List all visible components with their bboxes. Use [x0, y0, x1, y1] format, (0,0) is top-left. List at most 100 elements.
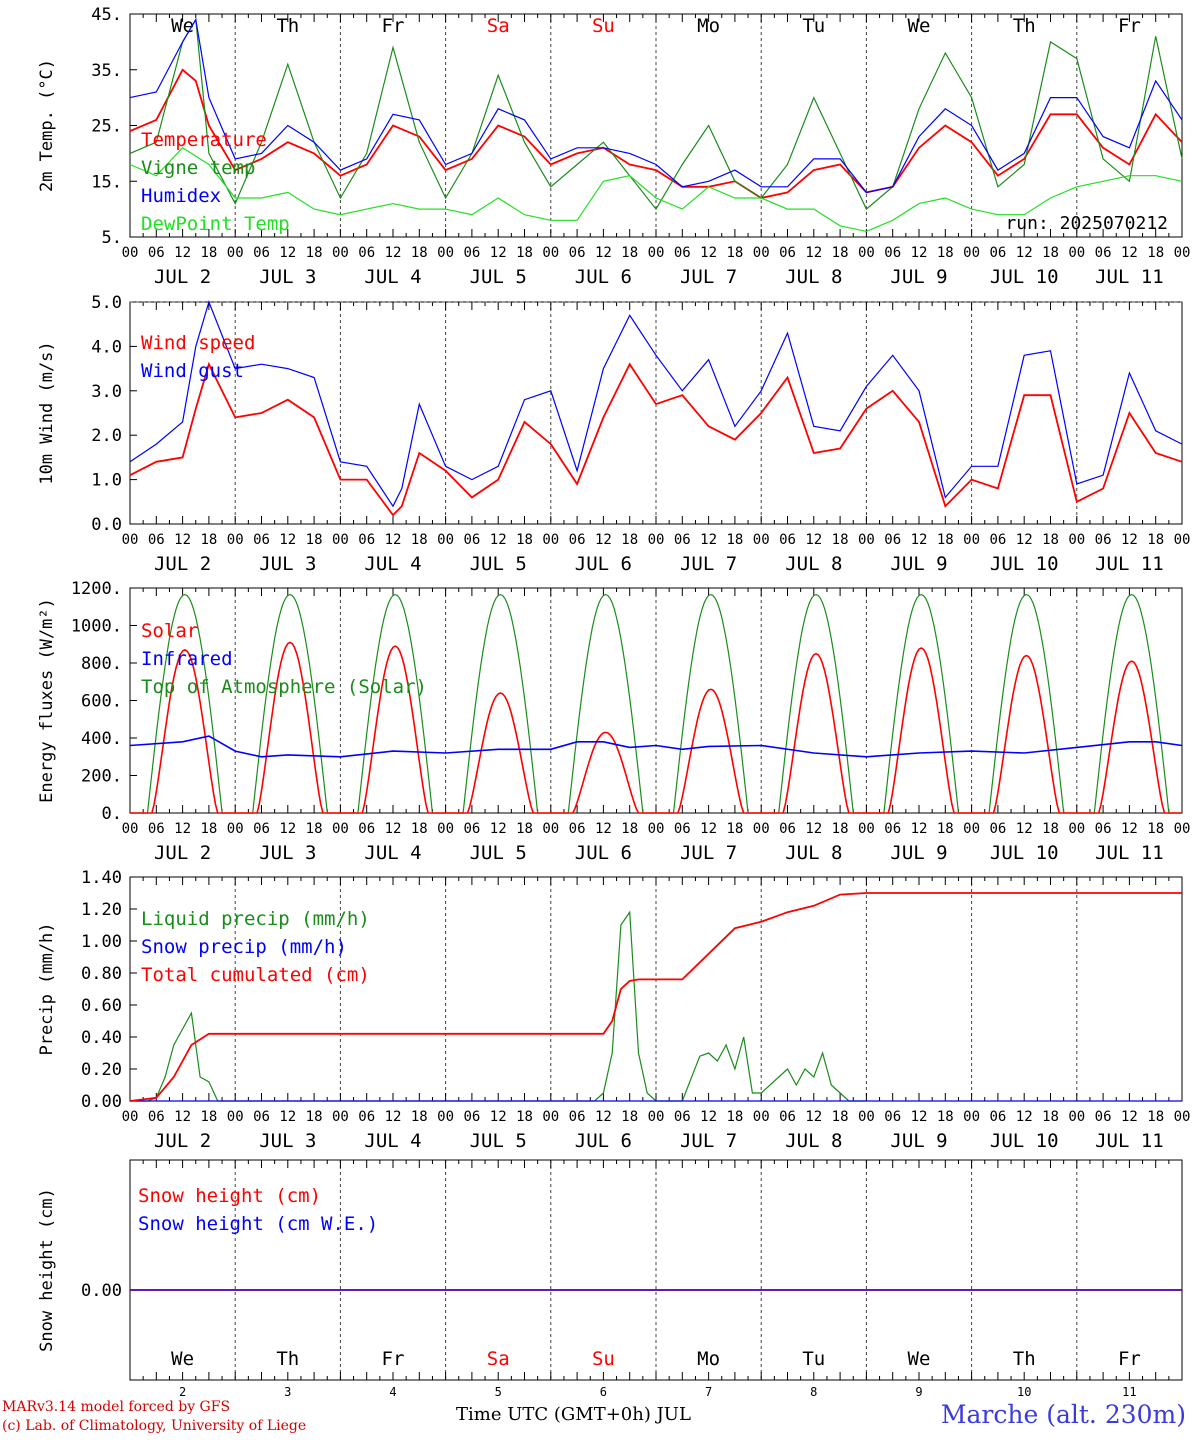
hour-tick-label: 00 — [542, 245, 559, 261]
hour-tick-label: 06 — [884, 1109, 901, 1125]
hour-tick-label: 12 — [174, 245, 191, 261]
day-label: Fr — [382, 15, 405, 37]
hour-tick-label: 06 — [569, 1109, 586, 1125]
hour-tick-label: 12 — [911, 245, 928, 261]
y-tick-label: 1.40 — [81, 868, 122, 888]
hour-tick-label: 18 — [621, 245, 638, 261]
hour-tick-label: 00 — [648, 245, 665, 261]
hour-tick-label: 18 — [200, 821, 217, 837]
hour-tick-label: 18 — [937, 1109, 954, 1125]
date-label: JUL 4 — [364, 553, 421, 575]
date-label: JUL 8 — [785, 553, 842, 575]
y-tick-label: 15. — [91, 172, 122, 192]
hour-tick-label: 18 — [937, 821, 954, 837]
date-label: JUL 9 — [890, 1130, 947, 1152]
hour-tick-label: 12 — [174, 821, 191, 837]
footer-credits: MARv3.14 model forced by GFS (c) Lab. of… — [2, 1398, 306, 1436]
hour-tick-label: 12 — [911, 1109, 928, 1125]
date-label: JUL 2 — [154, 842, 211, 864]
hour-tick-label: 18 — [726, 821, 743, 837]
legend-entry: DewPoint Temp — [141, 213, 290, 235]
hour-tick-label: 00 — [122, 1109, 139, 1125]
legend-entry: Wind speed — [141, 332, 255, 354]
hour-tick-label: 18 — [1042, 821, 1059, 837]
hour-tick-label: 00 — [963, 245, 980, 261]
day-label: Th — [276, 1348, 299, 1370]
hour-tick-label: 06 — [253, 1109, 270, 1125]
hour-tick-label: 00 — [963, 1109, 980, 1125]
date-label: JUL 2 — [154, 553, 211, 575]
y-axis-label-1: 2m Temp. (°C) — [37, 59, 57, 192]
date-label: JUL 3 — [259, 266, 316, 288]
y-tick-label: 1.0 — [91, 471, 122, 491]
hour-tick-label: 12 — [279, 532, 296, 548]
hour-tick-label: 06 — [358, 821, 375, 837]
hour-tick-label: 06 — [884, 532, 901, 548]
date-label: JUL 3 — [259, 1130, 316, 1152]
day-label: Th — [1013, 1348, 1036, 1370]
x-axis-title: Time UTC (GMT+0h) JUL — [456, 1404, 691, 1425]
y-tick-label: 3.0 — [91, 382, 122, 402]
hour-tick-label: 00 — [858, 821, 875, 837]
hour-tick-label: 00 — [227, 821, 244, 837]
hour-tick-label: 06 — [463, 1109, 480, 1125]
series-line — [130, 910, 867, 1102]
hour-tick-label: 12 — [385, 821, 402, 837]
hour-tick-label: 12 — [174, 532, 191, 548]
hour-tick-label: 06 — [358, 1109, 375, 1125]
date-label: JUL 11 — [1095, 842, 1164, 864]
y-tick-label: 5.0 — [91, 293, 122, 313]
hour-tick-label: 06 — [1095, 532, 1112, 548]
day-label: Th — [1013, 15, 1036, 37]
date-label: JUL 8 — [785, 266, 842, 288]
hour-tick-label: 06 — [463, 821, 480, 837]
legend-entry: Snow height (cm W.E.) — [138, 1213, 378, 1235]
hour-tick-label: 18 — [621, 1109, 638, 1125]
hour-tick-label: 06 — [148, 245, 165, 261]
y-tick-label: 0.20 — [81, 1060, 122, 1080]
date-label: JUL 8 — [785, 1130, 842, 1152]
copyright-line: (c) Lab. of Climatology, University of L… — [2, 1418, 307, 1434]
hour-tick-label: 00 — [1068, 532, 1085, 548]
hour-tick-label: 18 — [1042, 532, 1059, 548]
date-label: JUL 4 — [364, 842, 421, 864]
hour-tick-label: 00 — [858, 532, 875, 548]
hour-tick-label: 12 — [490, 532, 507, 548]
hour-tick-label: 06 — [674, 1109, 691, 1125]
y-tick-label: 0. — [102, 804, 122, 824]
hour-tick-label: 00 — [648, 532, 665, 548]
y-axis-label-3: Energy fluxes (W/m²) — [37, 598, 57, 803]
y-tick-label: 0.0 — [91, 515, 122, 535]
day-number-label: 3 — [284, 1385, 291, 1399]
hour-tick-label: 00 — [1174, 245, 1191, 261]
hour-tick-label: 12 — [279, 245, 296, 261]
y-tick-label: 0.00 — [81, 1281, 122, 1301]
y-tick-label: 0.80 — [81, 964, 122, 984]
legend-entry: Solar — [141, 620, 198, 642]
hour-tick-label: 18 — [832, 821, 849, 837]
date-label: JUL 11 — [1095, 266, 1164, 288]
day-label: Sa — [487, 1348, 510, 1370]
y-tick-label: 0.60 — [81, 996, 122, 1016]
hour-tick-label: 00 — [227, 1109, 244, 1125]
hour-tick-label: 18 — [1042, 245, 1059, 261]
hour-tick-label: 00 — [542, 532, 559, 548]
model-line: MARv3.14 model forced by GFS — [2, 1399, 231, 1415]
location-label: Marche (alt. 230m) — [940, 1400, 1186, 1429]
hour-tick-label: 06 — [569, 532, 586, 548]
day-label: Fr — [1118, 15, 1141, 37]
y-tick-label: 400. — [81, 729, 122, 749]
hour-tick-label: 12 — [1016, 245, 1033, 261]
hour-tick-label: 12 — [1016, 532, 1033, 548]
day-label: Su — [592, 1348, 615, 1370]
hour-tick-label: 06 — [884, 821, 901, 837]
hour-tick-label: 12 — [1016, 1109, 1033, 1125]
hour-tick-label: 12 — [805, 821, 822, 837]
hour-tick-label: 12 — [700, 245, 717, 261]
hour-tick-label: 06 — [253, 821, 270, 837]
legend-entry: Total cumulated (cm) — [141, 964, 370, 986]
day-label: Mo — [697, 15, 720, 37]
hour-tick-label: 12 — [385, 245, 402, 261]
day-number-label: 6 — [600, 1385, 607, 1399]
hour-tick-label: 12 — [911, 821, 928, 837]
